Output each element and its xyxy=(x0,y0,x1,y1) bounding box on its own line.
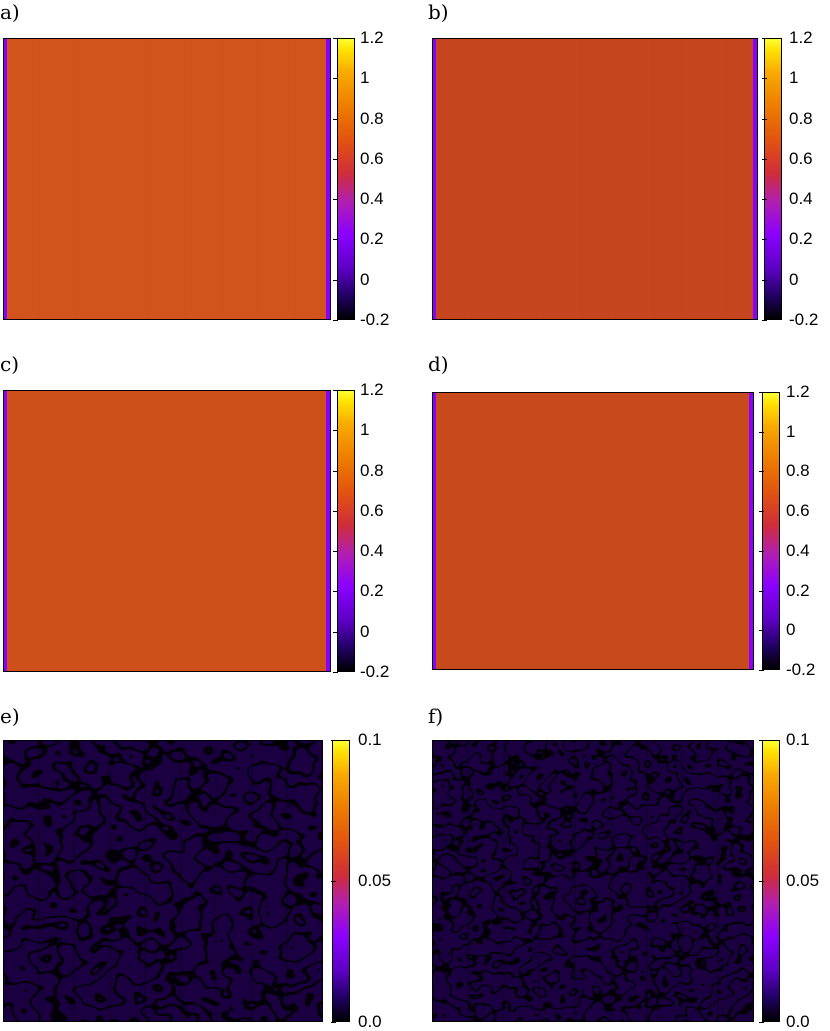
colorbar-d xyxy=(762,392,780,670)
colorbar-tick-mark xyxy=(759,551,764,552)
colorbar-tick-mark xyxy=(333,672,338,673)
colorbar-tick-label: 1 xyxy=(786,422,796,441)
colorbar-tick-mark xyxy=(333,280,338,281)
colorbar-tick-mark xyxy=(762,239,767,240)
colorbar-tick-label: 0.0 xyxy=(358,1012,382,1031)
colorbar-tick-label: 0.2 xyxy=(360,581,384,600)
panel-label-d: d) xyxy=(428,352,449,376)
colorbar-tick-label: 1.2 xyxy=(786,382,810,401)
colorbar-tick-label: 0.6 xyxy=(789,149,813,168)
colorbar-tick-mark xyxy=(759,591,764,592)
colorbar-f xyxy=(762,740,780,1022)
colorbar-tick-label: 0.8 xyxy=(789,109,813,128)
colorbar-tick-mark xyxy=(333,320,338,321)
colorbar-tick-label: 0.2 xyxy=(789,229,813,248)
colorbar-tick-mark xyxy=(333,591,338,592)
colorbar-tick-mark xyxy=(331,881,336,882)
heatmap-c xyxy=(3,390,331,672)
colorbar-tick-label: 1 xyxy=(360,68,370,87)
colorbar-tick-mark xyxy=(762,38,767,39)
colorbar-tick-label: 0.4 xyxy=(786,541,810,560)
colorbar-tick-mark xyxy=(333,390,338,391)
colorbar-tick-label: -0.2 xyxy=(360,310,390,329)
colorbar-tick-label: 0.6 xyxy=(360,501,384,520)
colorbar-tick-mark xyxy=(762,280,767,281)
colorbar-tick-mark xyxy=(759,471,764,472)
colorbar-tick-mark xyxy=(762,199,767,200)
colorbar-tick-mark xyxy=(331,1022,336,1023)
heatmap-e xyxy=(3,740,323,1022)
colorbar-tick-label: 1.2 xyxy=(789,28,813,47)
colorbar-tick-label: 0.1 xyxy=(786,730,810,749)
colorbar-tick-mark xyxy=(762,78,767,79)
colorbar-tick-label: 0.05 xyxy=(358,871,392,890)
colorbar-tick-label: 0.4 xyxy=(789,189,813,208)
heatmap-a xyxy=(3,38,331,320)
colorbar-tick-mark xyxy=(759,630,764,631)
colorbar-tick-label: 0.2 xyxy=(360,229,384,248)
colorbar-tick-mark xyxy=(759,432,764,433)
panel-label-c: c) xyxy=(0,352,20,376)
colorbar-tick-mark xyxy=(333,159,338,160)
colorbar-tick-mark xyxy=(333,471,338,472)
panel-label-f: f) xyxy=(428,704,444,728)
colorbar-tick-label: -0.2 xyxy=(789,310,819,329)
colorbar-tick-mark xyxy=(331,740,336,741)
colorbar-tick-mark xyxy=(759,670,764,671)
colorbar-tick-label: 0.2 xyxy=(786,581,810,600)
colorbar-tick-label: 0.4 xyxy=(360,189,384,208)
colorbar-tick-label: 0 xyxy=(360,622,370,641)
colorbar-tick-mark xyxy=(759,1022,764,1023)
colorbar-tick-label: 0.4 xyxy=(360,541,384,560)
colorbar-tick-mark xyxy=(333,430,338,431)
colorbar-tick-label: -0.2 xyxy=(360,662,390,681)
colorbar-tick-mark xyxy=(762,320,767,321)
colorbar-tick-label: 0.8 xyxy=(786,461,810,480)
colorbar-tick-mark xyxy=(333,199,338,200)
colorbar-tick-label: 0.6 xyxy=(360,149,384,168)
heatmap-b xyxy=(432,38,758,320)
colorbar-tick-mark xyxy=(759,392,764,393)
colorbar-tick-label: 1 xyxy=(360,420,370,439)
panel-label-a: a) xyxy=(0,0,20,24)
colorbar-tick-mark xyxy=(333,239,338,240)
colorbar-tick-mark xyxy=(762,119,767,120)
colorbar-tick-mark xyxy=(333,511,338,512)
colorbar-tick-mark xyxy=(333,119,338,120)
colorbar-tick-mark xyxy=(333,632,338,633)
colorbar-tick-label: -0.2 xyxy=(786,660,816,679)
colorbar-tick-label: 0.1 xyxy=(358,730,382,749)
colorbar-tick-label: 0 xyxy=(789,270,799,289)
heatmap-f xyxy=(432,740,754,1022)
colorbar-tick-mark xyxy=(759,881,764,882)
panel-label-b: b) xyxy=(428,0,449,24)
colorbar-tick-label: 0 xyxy=(786,620,796,639)
colorbar-tick-label: 0.6 xyxy=(786,501,810,520)
colorbar-tick-mark xyxy=(759,740,764,741)
colorbar-a xyxy=(337,38,355,320)
panel-label-e: e) xyxy=(0,704,20,728)
colorbar-tick-label: 1.2 xyxy=(360,28,384,47)
colorbar-tick-label: 0.8 xyxy=(360,109,384,128)
colorbar-b xyxy=(764,38,782,320)
colorbar-tick-mark xyxy=(759,511,764,512)
colorbar-tick-label: 1 xyxy=(789,68,799,87)
colorbar-tick-label: 0.05 xyxy=(786,871,820,890)
colorbar-tick-label: 0 xyxy=(360,270,370,289)
colorbar-tick-mark xyxy=(333,551,338,552)
colorbar-tick-label: 1.2 xyxy=(360,380,384,399)
colorbar-tick-label: 0.8 xyxy=(360,461,384,480)
colorbar-tick-mark xyxy=(333,78,338,79)
heatmap-d xyxy=(432,392,754,670)
colorbar-tick-mark xyxy=(762,159,767,160)
colorbar-tick-label: 0.0 xyxy=(786,1012,810,1031)
colorbar-tick-mark xyxy=(333,38,338,39)
colorbar-c xyxy=(337,390,355,672)
